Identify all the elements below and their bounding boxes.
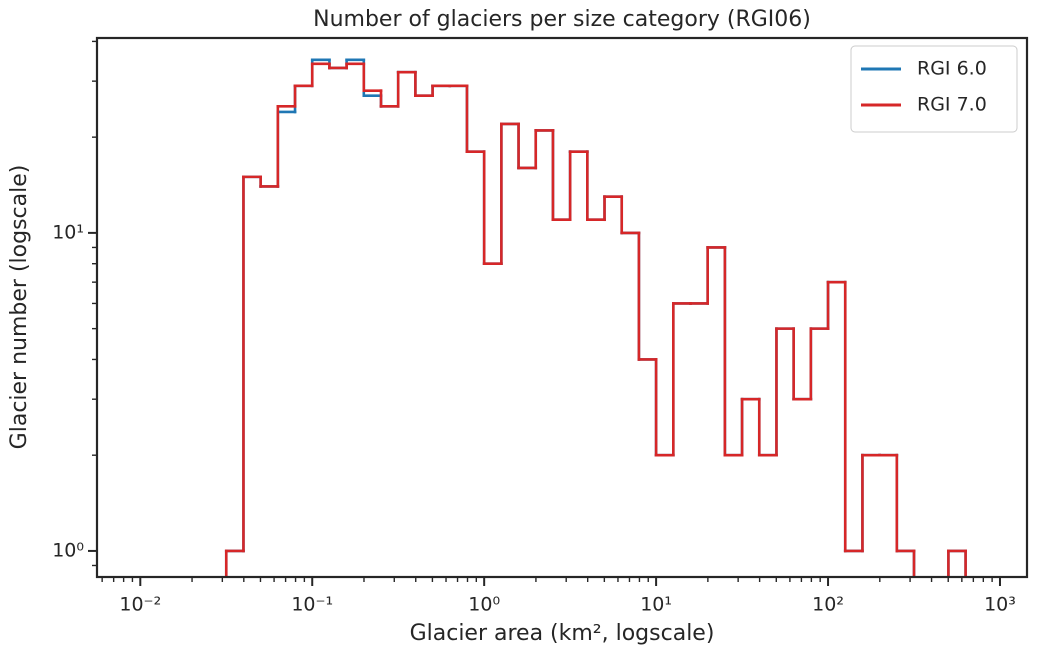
y-tick-label: 10⁰ xyxy=(52,539,84,561)
x-tick-label: 10² xyxy=(812,594,844,616)
plot-area xyxy=(224,58,967,577)
x-axis-label: Glacier area (km², logscale) xyxy=(410,621,715,646)
axes-frame xyxy=(95,36,1029,579)
y-tick-label: 10¹ xyxy=(52,221,84,243)
legend-label: RGI 6.0 xyxy=(917,58,987,80)
chart-title: Number of glaciers per size category (RG… xyxy=(313,7,811,32)
histogram-series xyxy=(224,62,967,577)
x-tick-label: 10⁰ xyxy=(468,594,500,616)
x-tick-label: 10³ xyxy=(984,594,1016,616)
x-tick-label: 10⁻¹ xyxy=(291,594,333,616)
y-axis-label: Glacier number (logscale) xyxy=(7,165,32,450)
histogram-series xyxy=(224,58,967,577)
x-tick-label: 10¹ xyxy=(640,594,672,616)
legend-label: RGI 7.0 xyxy=(917,94,987,116)
x-tick-label: 10⁻² xyxy=(119,594,161,616)
